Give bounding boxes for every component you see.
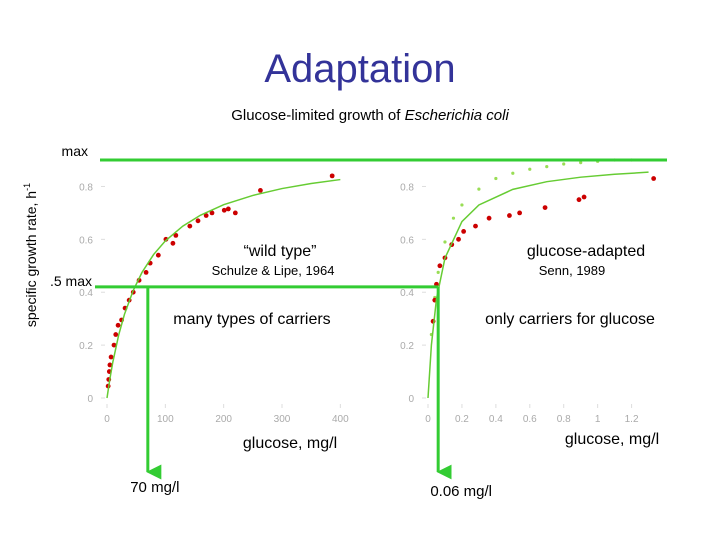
data-point <box>225 206 231 212</box>
data-point <box>170 240 176 246</box>
x-tick-label: 0.2 <box>455 414 469 425</box>
threshold-label: 70 mg/l <box>130 479 179 496</box>
model-dot <box>528 167 532 171</box>
data-point <box>542 205 548 211</box>
y-axis-label-superscript: -1 <box>22 183 32 191</box>
data-point <box>258 188 263 193</box>
model-dot <box>443 240 447 244</box>
data-point <box>461 229 467 234</box>
slide-subtitle: Glucose-limited growth of Escherichia co… <box>231 107 509 124</box>
x-tick-label: 0.6 <box>523 414 537 425</box>
data-point <box>221 207 227 213</box>
x-tick-label: 1.2 <box>625 414 639 425</box>
data-point <box>155 252 161 258</box>
data-point <box>576 197 582 203</box>
x-axis-label: glucose, mg/l <box>565 431 659 448</box>
x-tick-label: 0 <box>104 414 110 425</box>
y-tick-label: 0.4 <box>79 288 93 299</box>
y-tick-label: 0 <box>87 394 93 405</box>
y-axis-label: specific growth rate, h-1 <box>22 183 39 327</box>
data-point <box>486 215 492 221</box>
model-dot <box>436 270 440 274</box>
data-point <box>113 332 119 337</box>
data-point <box>187 223 193 229</box>
panel-title: glucose-adapted <box>527 243 645 260</box>
fit-line <box>106 178 341 399</box>
panel-source: Senn, 1989 <box>539 263 606 278</box>
y-tick-label: 0 <box>408 394 414 405</box>
x-tick-label: 300 <box>274 414 291 425</box>
slide-title: Adaptation <box>264 47 455 91</box>
data-point <box>329 173 335 179</box>
panel-source: Schulze & Lipe, 1964 <box>212 263 335 278</box>
panel-annotation: many types of carriers <box>173 311 330 328</box>
threshold-label: 0.06 mg/l <box>430 483 492 500</box>
x-tick-label: 0.8 <box>557 414 571 425</box>
model-dot <box>579 161 583 165</box>
data-point <box>107 362 113 368</box>
x-tick-label: 0 <box>425 414 431 425</box>
x-tick-label: 1 <box>595 414 601 425</box>
model-dot <box>494 176 498 181</box>
y-tick-label: 0.6 <box>79 235 93 246</box>
reference-label: max <box>62 143 88 159</box>
data-point <box>232 210 238 216</box>
data-point <box>517 210 523 216</box>
x-axis-label: glucose, mg/l <box>243 435 337 452</box>
subtitle-italic: Escherichia coli <box>405 107 510 124</box>
data-point <box>143 269 149 275</box>
subtitle-text: Glucose-limited growth of <box>231 107 404 124</box>
y-tick-label: 0.8 <box>400 182 414 193</box>
y-axis-label-text: specific growth rate, h <box>23 191 39 327</box>
y-tick-label: 0.2 <box>79 341 93 352</box>
model-dot <box>460 203 464 207</box>
data-point <box>581 194 587 200</box>
data-point <box>473 223 478 229</box>
x-tick-label: 400 <box>332 414 349 425</box>
fit-line <box>427 171 649 399</box>
panel-annotation: only carriers for glucose <box>485 311 655 328</box>
panel-title: “wild type” <box>244 243 317 260</box>
y-tick-label: 0.8 <box>79 182 93 193</box>
data-point <box>111 342 117 348</box>
data-point <box>195 218 201 224</box>
model-dot <box>545 165 549 169</box>
data-point <box>209 210 215 216</box>
model-dot <box>477 187 481 191</box>
x-tick-label: 200 <box>215 414 232 425</box>
y-tick-label: 0.6 <box>400 235 414 246</box>
model-dot <box>511 171 515 175</box>
reference-label: .5 max <box>50 273 92 289</box>
data-point <box>203 213 209 218</box>
y-tick-label: 0.2 <box>400 341 414 352</box>
data-point <box>507 213 512 218</box>
data-point <box>651 176 657 181</box>
model-dot <box>451 216 456 220</box>
data-point <box>115 322 121 328</box>
y-tick-label: 0.4 <box>400 288 414 299</box>
data-point <box>108 354 114 360</box>
data-point <box>456 236 461 242</box>
data-point <box>173 232 179 238</box>
x-tick-label: 100 <box>157 414 174 425</box>
x-tick-label: 0.4 <box>489 414 503 425</box>
model-dot <box>562 162 566 166</box>
data-point <box>437 263 443 269</box>
